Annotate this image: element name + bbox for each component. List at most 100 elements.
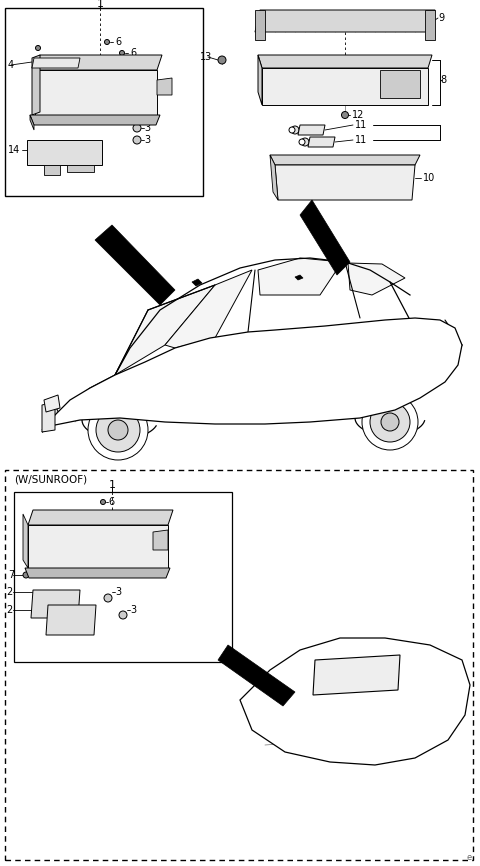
Polygon shape	[42, 318, 462, 432]
Polygon shape	[30, 115, 34, 130]
Polygon shape	[192, 279, 202, 286]
Text: 2: 2	[6, 587, 12, 597]
Circle shape	[68, 615, 78, 625]
Polygon shape	[258, 55, 432, 68]
Polygon shape	[218, 645, 295, 706]
Bar	[5, 470, 473, 860]
Circle shape	[120, 50, 124, 55]
Polygon shape	[115, 285, 215, 375]
Polygon shape	[258, 258, 342, 295]
Circle shape	[301, 138, 309, 146]
Circle shape	[77, 542, 89, 554]
Polygon shape	[153, 530, 168, 550]
Text: 13: 13	[200, 52, 212, 62]
Polygon shape	[240, 638, 470, 765]
Circle shape	[358, 75, 372, 89]
Polygon shape	[42, 402, 55, 432]
Text: 1: 1	[108, 480, 116, 490]
Circle shape	[258, 13, 272, 27]
Circle shape	[23, 572, 29, 578]
Circle shape	[76, 86, 88, 98]
Text: 5: 5	[132, 60, 138, 70]
Polygon shape	[275, 165, 415, 200]
Circle shape	[88, 400, 148, 460]
Polygon shape	[35, 70, 157, 115]
Circle shape	[133, 124, 141, 132]
Circle shape	[106, 86, 118, 98]
Text: 4: 4	[8, 60, 14, 70]
Polygon shape	[270, 155, 420, 165]
Circle shape	[299, 139, 305, 145]
Circle shape	[218, 56, 226, 64]
Circle shape	[107, 542, 119, 554]
Text: 14: 14	[8, 145, 20, 155]
Circle shape	[230, 355, 240, 365]
Text: 3: 3	[130, 605, 136, 615]
Circle shape	[36, 46, 40, 50]
Polygon shape	[313, 655, 400, 695]
Circle shape	[381, 413, 399, 431]
Polygon shape	[298, 125, 325, 135]
Polygon shape	[25, 568, 170, 578]
Text: 1: 1	[96, 0, 104, 9]
Polygon shape	[308, 137, 335, 147]
Circle shape	[51, 86, 63, 98]
Circle shape	[132, 87, 142, 97]
Polygon shape	[28, 525, 168, 568]
Circle shape	[104, 594, 112, 602]
Circle shape	[298, 75, 312, 89]
Circle shape	[370, 402, 410, 442]
Circle shape	[341, 112, 348, 119]
Polygon shape	[32, 55, 40, 115]
Polygon shape	[295, 275, 303, 280]
Circle shape	[352, 694, 364, 706]
Text: 3: 3	[144, 123, 150, 133]
Text: e: e	[467, 854, 472, 863]
Polygon shape	[30, 115, 160, 125]
Polygon shape	[157, 78, 172, 95]
Circle shape	[328, 75, 342, 89]
Text: 2: 2	[6, 605, 12, 615]
Circle shape	[50, 408, 58, 416]
Circle shape	[119, 611, 127, 619]
Polygon shape	[46, 605, 96, 635]
Circle shape	[268, 75, 282, 89]
Polygon shape	[425, 10, 435, 40]
Circle shape	[51, 598, 61, 608]
Text: 11: 11	[355, 120, 367, 130]
Polygon shape	[23, 514, 28, 568]
Polygon shape	[28, 510, 173, 525]
Circle shape	[108, 420, 128, 440]
Polygon shape	[165, 270, 252, 348]
Circle shape	[362, 394, 418, 450]
Polygon shape	[380, 70, 420, 98]
Text: H: H	[335, 173, 345, 187]
Circle shape	[96, 408, 140, 452]
Text: 10: 10	[423, 173, 435, 183]
Text: 3: 3	[144, 135, 150, 145]
Text: 12: 12	[352, 110, 364, 120]
Polygon shape	[35, 55, 162, 70]
Text: 9: 9	[438, 13, 444, 23]
Polygon shape	[44, 395, 60, 412]
Circle shape	[291, 126, 299, 134]
Polygon shape	[300, 200, 350, 275]
Circle shape	[133, 136, 141, 144]
Text: 7: 7	[8, 570, 14, 580]
Circle shape	[289, 127, 295, 133]
Text: 6: 6	[115, 37, 121, 47]
Polygon shape	[348, 263, 405, 295]
Polygon shape	[270, 155, 278, 200]
Polygon shape	[27, 140, 102, 165]
Polygon shape	[255, 10, 435, 32]
Text: 6: 6	[130, 48, 136, 58]
Polygon shape	[258, 55, 262, 105]
Text: 3: 3	[115, 587, 121, 597]
Bar	[5, 8, 203, 196]
Polygon shape	[44, 165, 60, 175]
Circle shape	[38, 146, 46, 154]
Circle shape	[47, 542, 59, 554]
Polygon shape	[31, 590, 80, 618]
Polygon shape	[262, 68, 428, 105]
Text: 11: 11	[355, 135, 367, 145]
